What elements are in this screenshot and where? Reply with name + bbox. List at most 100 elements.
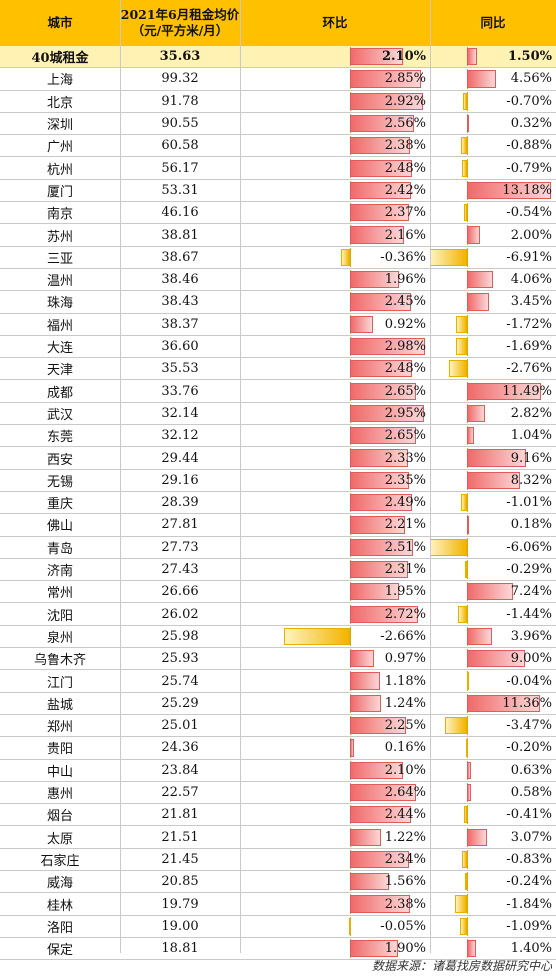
mom-value: 2.35% [384,472,426,488]
mom-cell: -0.05% [240,916,430,937]
table-row: 大连 36.60 2.98% -1.69% [0,336,556,359]
yoy-axis [467,247,468,267]
price-cell: 38.81 [161,227,199,243]
city-cell: 东莞 [46,430,73,446]
mom-bar [350,895,410,913]
price-cell: 32.14 [161,405,199,421]
mom-bar [350,315,373,333]
mom-cell: 2.49% [240,492,430,513]
mom-cell: 0.92% [240,314,430,335]
table-row: 广州 60.58 2.38% -0.88% [0,135,556,158]
table-row: 石家庄 21.45 2.34% -0.83% [0,849,556,872]
yoy-cell: 11.36% [430,693,556,714]
mom-value: 2.10% [384,762,426,778]
price-cell: 25.01 [161,718,199,734]
mom-bar [350,739,354,757]
yoy-cell: 3.96% [430,626,556,647]
table-row: 桂林 19.79 2.38% -1.84% [0,893,556,916]
table-row: 沈阳 26.02 2.72% -1.44% [0,604,556,626]
yoy-cell: -0.29% [430,559,556,580]
yoy-bar [467,828,487,846]
yoy-cell: -0.54% [430,202,556,223]
mom-cell: 2.44% [240,804,430,825]
table-row: 佛山 27.81 2.21% 0.18% [0,514,556,537]
yoy-bar [430,248,467,266]
mom-cell: 2.10% [240,760,430,781]
mom-cell: -2.66% [240,626,430,647]
yoy-cell: 1.40% [430,938,556,959]
city-cell: 厦门 [46,184,73,200]
table-row: 珠海 38.43 2.45% 3.45% [0,291,556,314]
yoy-value: -0.88% [506,138,552,154]
yoy-value: 11.36% [502,695,552,711]
header-yoy: 同比 [480,15,506,30]
mom-cell: 2.64% [240,782,430,803]
mom-value: 2.38% [384,896,426,912]
table-row: 北京 91.78 2.92% -0.70% [0,91,556,113]
price-cell: 19.79 [161,896,199,912]
yoy-bar [462,92,467,110]
yoy-axis [467,136,468,156]
yoy-bar [430,538,467,556]
city-cell: 烟台 [46,809,73,825]
table-row: 盐城 25.29 1.24% 11.36% [0,693,556,715]
yoy-value: -6.91% [506,249,552,265]
mom-value: -0.05% [380,918,426,934]
yoy-cell: 3.07% [430,827,556,848]
mom-value: 0.92% [384,316,426,332]
yoy-bar [464,806,467,824]
city-cell: 珠海 [46,296,73,312]
price-cell: 29.16 [161,472,199,488]
mom-cell: 1.96% [240,269,430,290]
city-cell: 沈阳 [46,608,73,624]
yoy-bar [467,271,493,289]
table-header: 城市 2021年6月租金均价 （元/平方米/月） 环比 同比 [0,0,556,47]
mom-value: 2.44% [384,807,426,823]
mom-bar [350,828,381,846]
mom-cell: 2.33% [240,447,430,468]
yoy-axis [467,158,468,178]
mom-cell: 2.56% [240,113,430,134]
header-price: 2021年6月租金均价 （元/平方米/月） [120,7,240,38]
city-cell: 惠州 [46,787,73,803]
yoy-axis [467,91,468,111]
yoy-value: -2.76% [506,361,552,377]
yoy-bar [467,404,486,423]
mom-cell: 2.65% [240,425,430,446]
table-row: 泉州 25.98 -2.66% 3.96% [0,626,556,649]
yoy-cell: -0.70% [430,91,556,112]
mom-cell: 2.85% [240,68,430,89]
yoy-cell: 8.32% [430,470,556,491]
mom-cell: 2.34% [240,849,430,870]
mom-bar [350,516,406,534]
table-row: 武汉 32.14 2.95% 2.82% [0,403,556,426]
mom-cell: 2.42% [240,180,430,201]
mom-value: 2.85% [384,71,426,87]
mom-value: 2.56% [384,116,426,132]
yoy-bar [465,560,468,579]
mom-bar [350,92,423,110]
mom-cell: 1.24% [240,693,430,714]
city-cell: 三亚 [46,251,73,267]
price-cell: 46.16 [161,205,199,221]
yoy-value: -1.44% [506,606,552,622]
mom-bar [350,605,418,623]
yoy-value: -0.04% [506,673,552,689]
mom-bar [348,917,351,935]
city-cell: 无锡 [46,474,73,490]
yoy-axis [467,314,468,334]
city-cell: 洛阳 [46,920,73,936]
mom-value: 1.22% [384,829,426,845]
yoy-value: -0.70% [506,93,552,109]
mom-cell: 2.65% [240,381,430,402]
yoy-cell: -1.72% [430,314,556,335]
yoy-cell: -0.04% [430,670,556,691]
mom-value: -2.66% [380,628,426,644]
price-cell: 29.44 [161,450,199,466]
mom-bar [350,471,409,489]
yoy-cell: 1.50% [430,46,556,67]
table-row: 40城租金 35.63 2.10% 1.50% [0,46,556,69]
price-cell: 28.39 [161,495,199,511]
yoy-cell: -1.09% [430,916,556,937]
mom-value: 2.25% [384,718,426,734]
